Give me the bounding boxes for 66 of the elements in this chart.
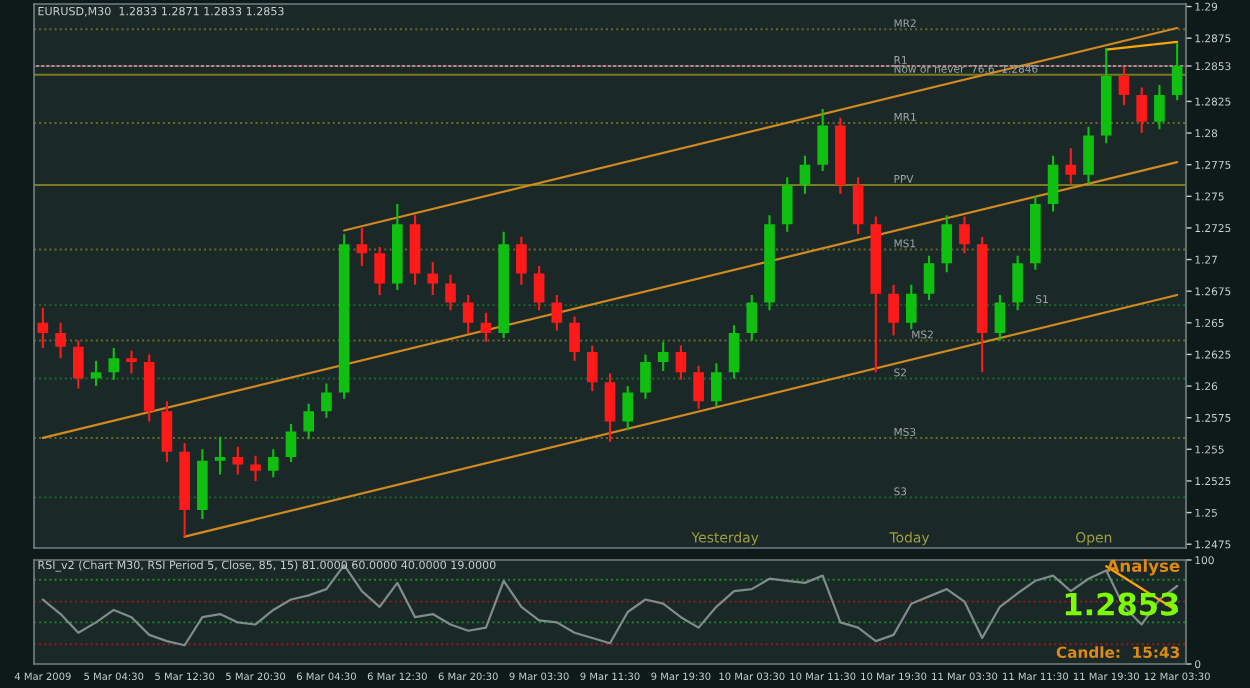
candlestick <box>781 177 793 232</box>
candlestick <box>835 117 846 194</box>
candlestick <box>693 365 704 409</box>
candlestick <box>711 363 722 407</box>
candlestick <box>1030 196 1041 270</box>
candlestick <box>622 386 634 431</box>
candlestick <box>1118 67 1130 106</box>
candlestick <box>356 227 368 266</box>
candlestick <box>143 354 155 422</box>
candlestick <box>728 325 740 379</box>
candlestick <box>179 443 190 537</box>
candlestick <box>214 436 226 475</box>
annotation: Analyse <box>1106 559 1180 576</box>
candlestick <box>267 449 279 478</box>
candlestick <box>321 383 332 418</box>
candlestick <box>675 345 687 380</box>
candlestick <box>197 449 208 519</box>
candlestick <box>905 284 917 330</box>
candlestick <box>657 341 669 371</box>
candlestick <box>923 255 935 301</box>
candlestick <box>586 345 598 392</box>
candlestick <box>409 215 421 285</box>
candlestick <box>799 155 811 194</box>
candlestick <box>1100 48 1112 144</box>
candlestick <box>1154 84 1165 130</box>
candlestick <box>498 231 509 338</box>
candlestick <box>462 294 474 333</box>
candlestick <box>37 307 49 349</box>
candlestick <box>640 354 651 399</box>
candlestick <box>126 350 137 374</box>
candlestick <box>55 322 66 359</box>
candlestick <box>1083 126 1094 184</box>
candlestick <box>533 265 545 311</box>
candlestick <box>1047 155 1059 212</box>
candlestick <box>445 274 456 311</box>
candlestick <box>338 234 350 399</box>
candlestick <box>888 284 899 336</box>
candlestick <box>959 216 970 254</box>
candlestick <box>427 262 439 295</box>
candlestick <box>551 294 563 331</box>
candlestick <box>1012 255 1023 311</box>
candlestick <box>303 403 315 440</box>
candlestick <box>232 446 244 475</box>
candlestick <box>250 455 261 481</box>
candlestick <box>108 348 120 380</box>
candlestick <box>817 109 828 171</box>
candlestick <box>1136 87 1148 134</box>
candlestick <box>285 424 297 462</box>
candlestick <box>374 246 385 295</box>
candlestick <box>870 216 882 373</box>
candlestick <box>1065 148 1077 184</box>
candlestick <box>1171 43 1183 101</box>
candlestick <box>569 316 580 361</box>
candlestick <box>72 340 84 389</box>
candlestick <box>516 236 527 285</box>
candlestick <box>852 177 864 235</box>
candlestick <box>941 215 953 273</box>
candlestick <box>746 294 758 341</box>
candlestick <box>90 360 102 387</box>
candlestick <box>994 294 1006 341</box>
candlestick <box>480 312 492 342</box>
candlestick <box>604 373 616 442</box>
candlestick <box>161 401 173 462</box>
candlestick <box>392 203 403 290</box>
candlestick <box>976 236 988 373</box>
candlestick <box>764 215 775 311</box>
